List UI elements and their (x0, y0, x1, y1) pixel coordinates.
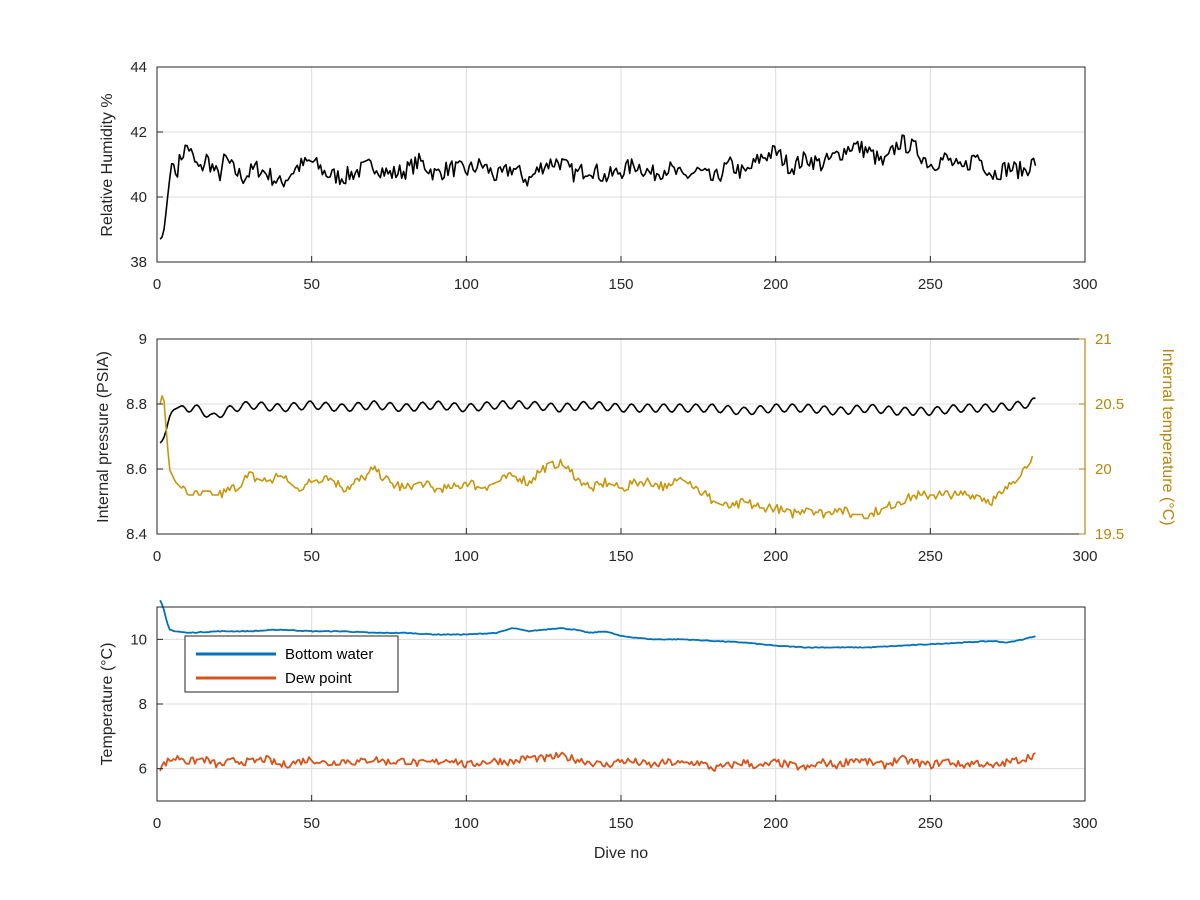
pressure-right-y-tick-label: 19.5 (1095, 526, 1124, 543)
pressure-y-tick-label: 8.4 (126, 526, 147, 543)
humidity-x-tick-label: 250 (918, 276, 943, 293)
humidity-y-axis-label: Relative Humidity % (99, 93, 116, 236)
pressure-temperature-panel: 0 50 100 150 200 250 300 8.4 8.6 8.8 9 19.5 20 20.5 21 (126, 331, 1124, 565)
legend-dew-point-label: Dew point (285, 670, 353, 687)
legend-bottom-water-label: Bottom water (285, 646, 373, 663)
pressure-y-tick-label: 8.8 (126, 396, 147, 413)
pressure-series-1 (159, 395, 1034, 520)
humidity-x-tick-label: 300 (1072, 276, 1097, 293)
temperature-series-dew-point (159, 751, 1036, 772)
humidity-y-tick-label: 42 (130, 124, 147, 141)
pressure-right-y-tick-label: 21 (1095, 331, 1112, 348)
pressure-y-tick-label: 8.6 (126, 461, 147, 478)
humidity-y-tick-label: 38 (130, 254, 147, 271)
pressure-right-y-tick-label: 20.5 (1095, 396, 1124, 413)
humidity-x-tick-label: 0 (153, 276, 161, 293)
pressure-x-tick-label: 100 (454, 548, 479, 565)
legend-box (184, 635, 399, 693)
temperature-series-bottom-water (159, 599, 1036, 649)
humidity-x-tick-label: 100 (454, 276, 479, 293)
temperature-x-tick-label: 150 (608, 815, 633, 832)
temperature-x-tick-label: 100 (454, 815, 479, 832)
internal-temperature-y-axis-label: Internal temperature (°C) (1159, 348, 1176, 525)
humidity-x-tick-label: 50 (303, 276, 320, 293)
temperature-y-tick-label: 8 (139, 696, 147, 713)
humidity-y-tick-label: 44 (130, 59, 147, 76)
pressure-x-tick-label: 250 (918, 548, 943, 565)
pressure-right-y-tick-label: 20 (1095, 461, 1112, 478)
pressure-y-tick-label: 9 (139, 331, 147, 348)
dive-no-x-axis-label: Dive no (594, 845, 648, 862)
humidity-x-tick-label: 150 (608, 276, 633, 293)
pressure-y-axis-label: Internal pressure (PSIA) (95, 351, 112, 523)
temperature-dewpoint-panel: 0 50 100 150 200 250 300 6 8 10 (130, 599, 1098, 832)
pressure-x-tick-label: 0 (153, 548, 161, 565)
temperature-x-tick-label: 50 (303, 815, 320, 832)
pressure-x-tick-label: 300 (1072, 548, 1097, 565)
temperature-x-tick-label: 250 (918, 815, 943, 832)
temperature-x-tick-label: 300 (1072, 815, 1097, 832)
pressure-series-0 (159, 397, 1036, 444)
humidity-series-0 (159, 134, 1037, 240)
temperature-y-axis-label: Temperature (°C) (99, 643, 116, 766)
pressure-x-tick-label: 200 (763, 548, 788, 565)
temperature-y-tick-label: 10 (130, 631, 147, 648)
temperature-x-tick-label: 0 (153, 815, 161, 832)
humidity-panel: 0 50 100 150 200 250 300 38 40 42 44 (130, 59, 1097, 293)
humidity-x-tick-label: 200 (763, 276, 788, 293)
temperature-y-tick-label: 6 (139, 761, 147, 778)
pressure-x-tick-label: 50 (303, 548, 320, 565)
pressure-x-tick-label: 150 (608, 548, 633, 565)
humidity-y-tick-label: 40 (130, 189, 147, 206)
temperature-x-tick-label: 200 (763, 815, 788, 832)
legend: Bottom water Dew point (184, 635, 399, 693)
